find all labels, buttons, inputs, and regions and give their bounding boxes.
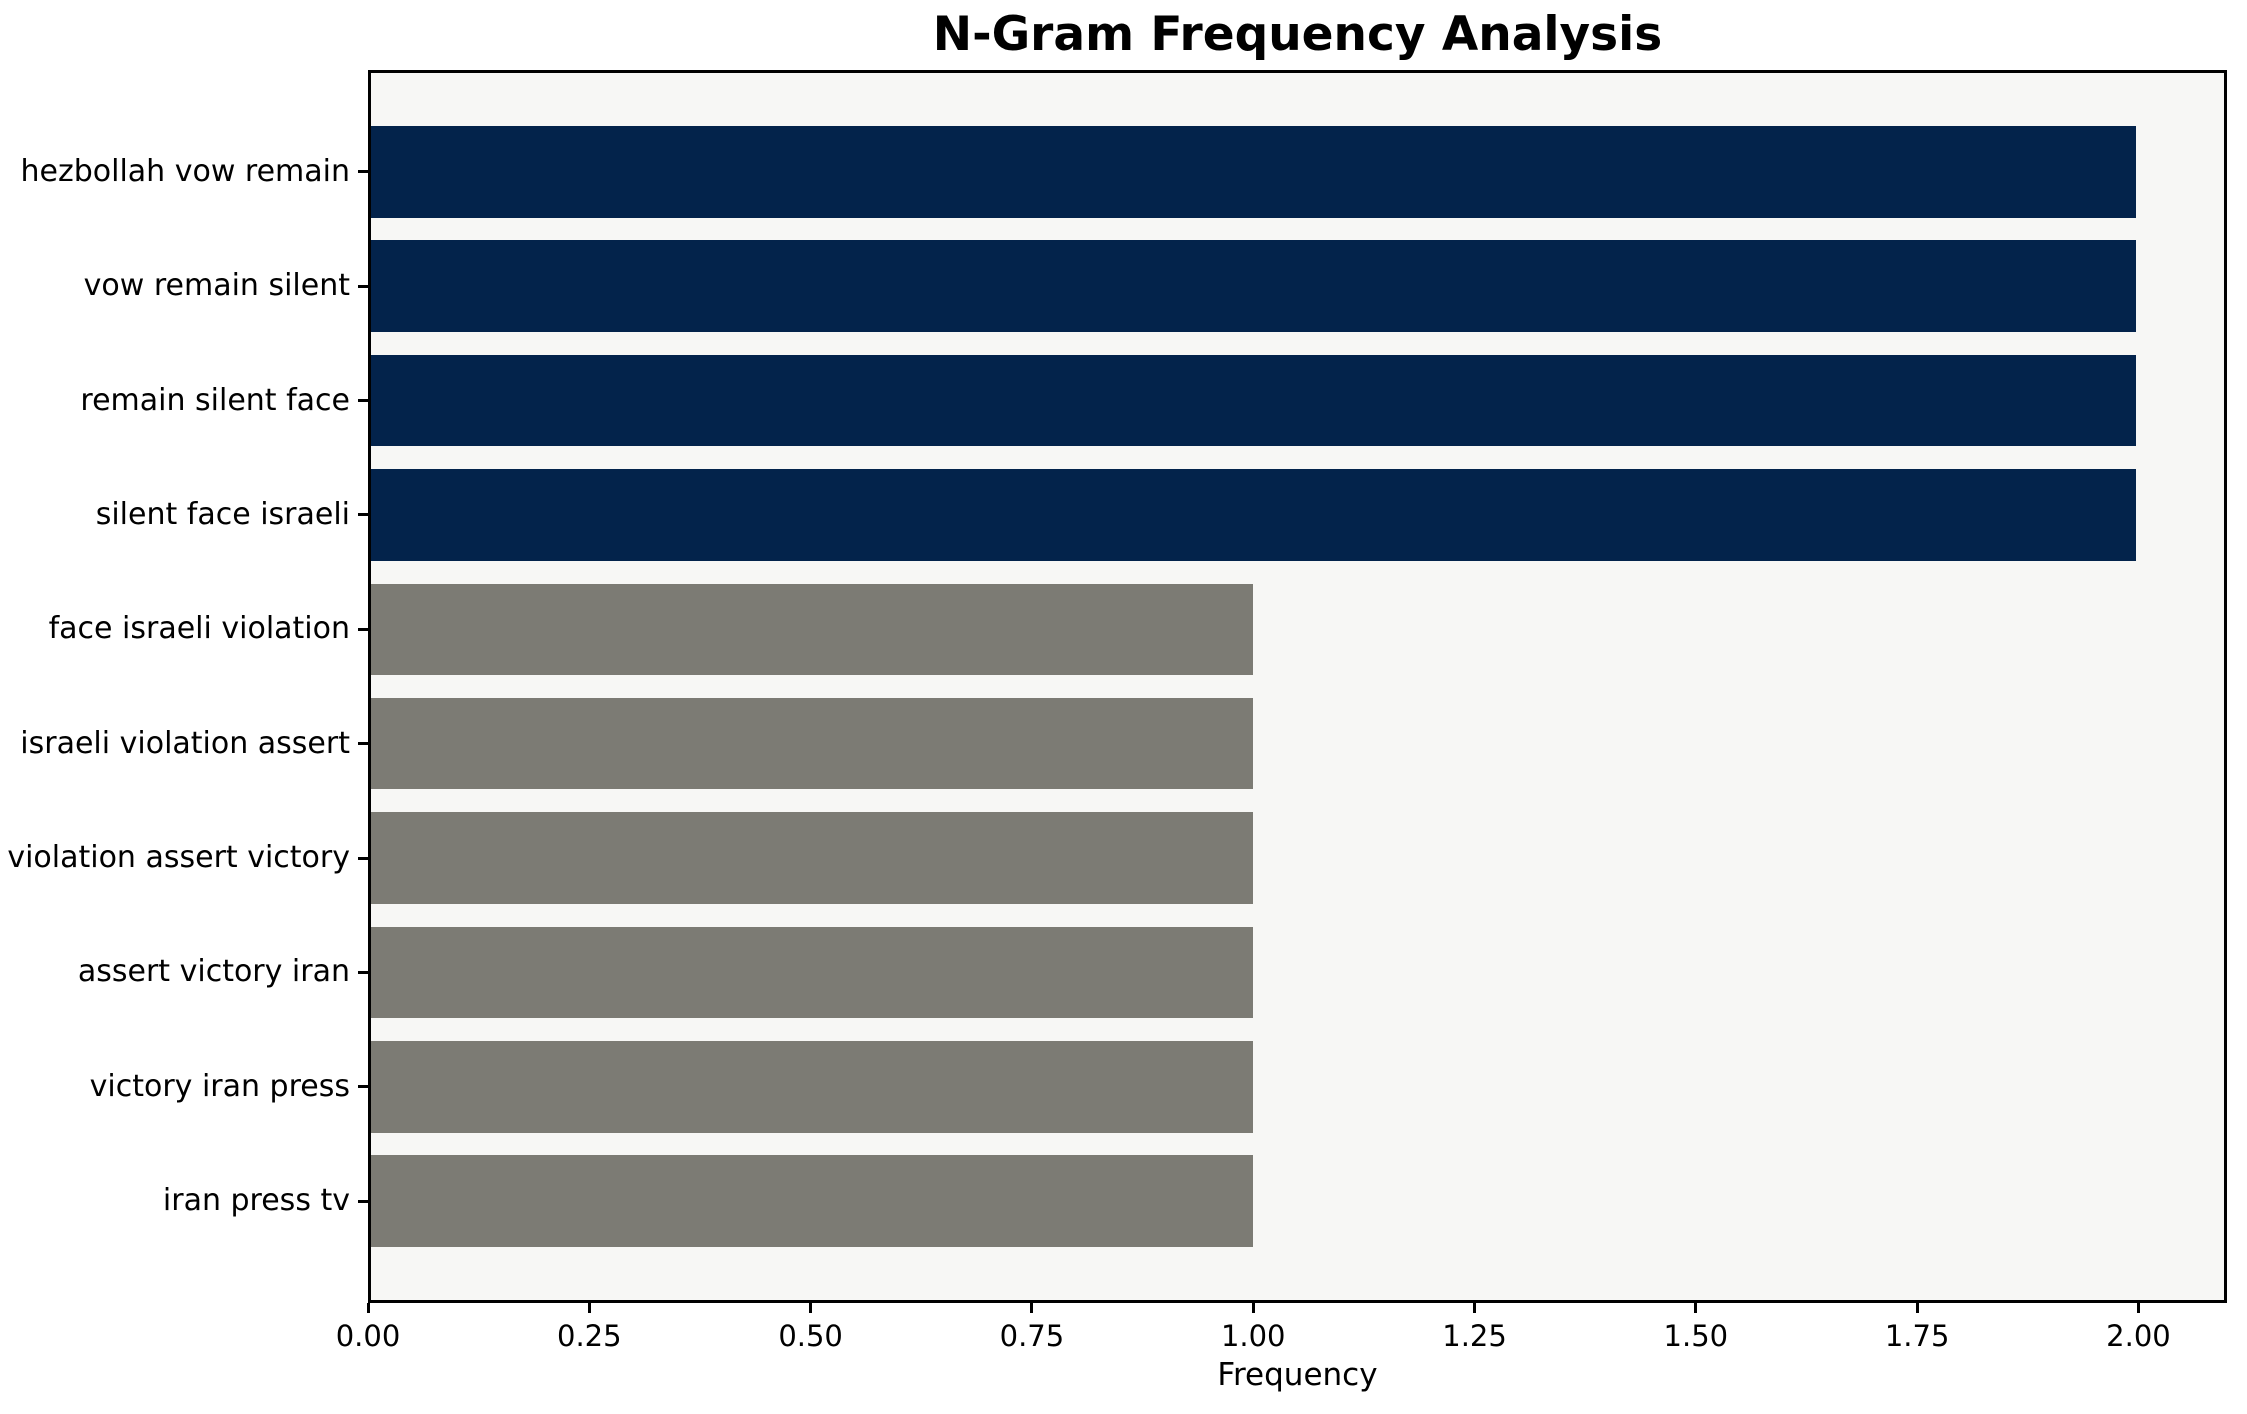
x-tick-label: 2.00 <box>2106 1319 2171 1353</box>
y-tick-mark <box>358 856 368 860</box>
y-tick-label: vow remain silent <box>83 268 350 304</box>
y-tick-mark <box>358 627 368 631</box>
bar-assert-victory-iran <box>371 926 1254 1019</box>
y-tick-label: hezbollah vow remain <box>20 153 351 189</box>
x-tick-mark <box>1030 1303 1034 1313</box>
bar-israeli-violation-assert <box>371 697 1254 790</box>
x-tick-label: 0.25 <box>557 1319 622 1353</box>
bar-iran-press-tv <box>371 1155 1254 1247</box>
x-tick-label: 1.75 <box>1884 1319 1950 1353</box>
x-axis-label: Frequency <box>1217 1357 1378 1393</box>
x-tick-label: 1.00 <box>1220 1319 1286 1353</box>
y-tick-mark <box>358 742 368 746</box>
x-tick-mark <box>1251 1303 1255 1313</box>
y-tick-mark <box>358 970 368 974</box>
x-tick-label: 0.50 <box>778 1319 843 1353</box>
bar-silent-face-israeli <box>371 469 2136 561</box>
x-tick-label: 0.75 <box>999 1319 1065 1353</box>
x-tick-mark <box>1915 1303 1919 1313</box>
x-tick-mark <box>809 1303 813 1313</box>
bar-violation-assert-victory <box>371 812 1254 904</box>
y-tick-label: israeli violation assert <box>20 725 350 761</box>
y-tick-label: face israeli violation <box>48 611 350 647</box>
chart-title: N-Gram Frequency Analysis <box>932 7 1663 62</box>
bar-remain-silent-face <box>371 354 2136 447</box>
y-tick-mark <box>358 399 368 403</box>
bar-hezbollah-vow-remain <box>371 126 2136 218</box>
y-tick-mark <box>358 284 368 288</box>
y-tick-label: remain silent face <box>80 382 350 418</box>
y-tick-mark <box>358 170 368 174</box>
y-tick-label: assert victory iran <box>77 954 350 990</box>
x-tick-label: 1.25 <box>1442 1319 1507 1353</box>
y-tick-label: iran press tv <box>162 1183 350 1219</box>
x-tick-mark <box>2136 1303 2140 1313</box>
y-tick-label: victory iran press <box>89 1068 350 1104</box>
x-tick-label: 0.00 <box>335 1319 401 1353</box>
y-tick-mark <box>358 513 368 517</box>
y-tick-mark <box>358 1199 368 1203</box>
x-tick-mark <box>1473 1303 1477 1313</box>
y-tick-mark <box>358 1085 368 1089</box>
y-tick-label: violation assert victory <box>7 840 350 876</box>
x-tick-mark <box>587 1303 591 1313</box>
x-tick-mark <box>366 1303 370 1313</box>
bar-victory-iran-press <box>371 1041 1254 1133</box>
plot-area <box>368 70 2227 1303</box>
y-tick-label: silent face israeli <box>95 496 350 532</box>
x-tick-mark <box>1694 1303 1698 1313</box>
bar-vow-remain-silent <box>371 240 2136 332</box>
x-tick-label: 1.50 <box>1663 1319 1729 1353</box>
bar-face-israeli-violation <box>371 583 1254 676</box>
